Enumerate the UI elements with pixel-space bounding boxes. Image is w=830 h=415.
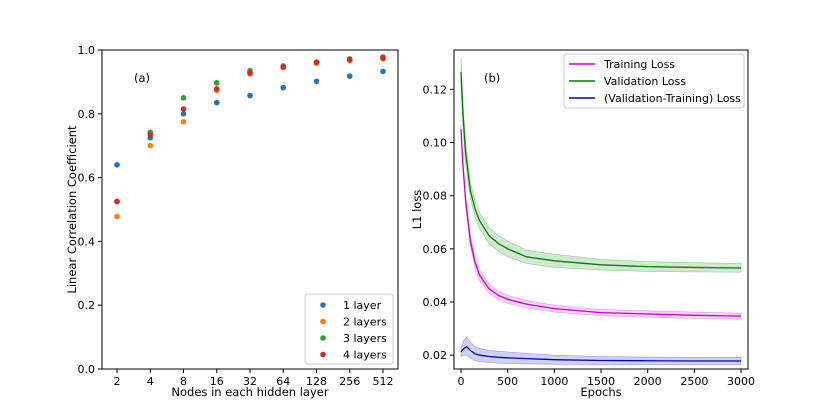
panel-a-legend-label: 3 layers [343,332,387,345]
panel-a-point [380,55,386,61]
panel-b-xtick-label: 500 [497,375,518,388]
panel-a-xtick-label: 2 [114,375,121,388]
panel-a-legend: 1 layer 2 layers 3 layers 4 layers [304,293,394,365]
panel-a-legend-label: 4 layers [343,349,387,362]
panel-a-xtick-label: 128 [306,375,327,388]
panel-a: 2 4 8 16 32 64 128 256 512 0.0 0.2 0.4 0.6 0.8 1.0 (a)… [65,44,399,399]
panel-b-series-line [460,129,742,317]
panel-a-ytick-label: 0.0 [78,363,96,376]
panel-a-legend-marker [320,335,326,341]
panel-b-series-line [460,346,741,362]
panel-b-band [460,336,742,366]
panel-a-point [114,213,120,220]
panel-a-xtick-label: 8 [180,375,187,388]
panel-a-xtick-label: 16 [210,375,224,388]
panel-b-legend: Training Loss Validation Loss (Validation-… [563,53,745,109]
panel-a-xtick-label: 4 [147,375,154,388]
panel-b-annotation: (b) [484,71,500,85]
panel-a-ytick-label: 0.4 [78,235,96,248]
panel-a-point [313,78,320,85]
panel-b-series-line [460,72,742,269]
panel-b-lines [460,72,742,362]
panel-b-ytick-label: 0.10 [423,137,448,150]
panel-b-legend-label: (Validation-Training) Loss [604,92,741,105]
panel-a-point [114,162,120,168]
panel-a-point [147,131,154,138]
panel-a-point [313,59,320,65]
panel-a-annotation: (a) [134,71,150,85]
panel-b-xtick-label: 1000 [540,375,568,388]
panel-a-xtick-label: 256 [339,375,360,388]
panel-b-ticks: 0 500 1000 1500 2000 2500 3000 0.02 0.04 0.06 0.08… [423,83,756,388]
panel-b-ytick-label: 0.08 [423,190,448,203]
panel-a-point [213,80,220,86]
panel-b-xtick-label: 0 [458,375,465,388]
panel-a-point [247,70,253,76]
panel-a-point [280,84,287,91]
panel-b-xtick-label: 2500 [680,375,708,388]
panel-b-ylabel: L1 loss [410,190,424,230]
panel-b-ytick-label: 0.06 [423,243,448,256]
panel-a-points [114,54,386,220]
panel-a-ytick-label: 0.6 [78,172,96,185]
panel-b-legend-items: Training Loss Validation Loss (Validation-… [569,58,741,105]
panel-a-ytick-label: 0.2 [78,299,96,312]
panel-a-xtick-label: 512 [373,375,394,388]
panel-b-xlabel: Epochs [580,385,621,399]
panel-a-point [280,64,287,70]
panel-a-point [180,95,187,101]
panel-b: 0 500 1000 1500 2000 2500 3000 0.02 0.04 0.06 0.08… [410,49,756,399]
panel-a-legend-label: 1 layer [343,299,382,312]
panel-a-legend-marker [320,351,326,358]
panel-a-point [213,86,220,92]
panel-a-point [180,118,187,125]
panel-b-band [460,57,742,273]
panel-a-point [114,198,120,205]
panel-b-legend-frame [563,53,745,109]
panel-a-ylabel: Linear Correlation Coefficient [65,125,79,294]
panel-a-xtick-label: 32 [243,375,257,388]
panel-a-legend-marker [320,318,326,325]
panel-a-point [180,111,187,117]
panel-a-point [346,56,353,63]
panel-a-point [346,73,353,79]
panel-b-xtick-label: 1500 [587,375,615,388]
panel-a-legend-items: 1 layer 2 layers 3 layers 4 layers [320,299,387,362]
panel-a-xtick-label: 64 [276,375,290,388]
panel-a-legend-frame [304,293,394,365]
panel-a-point [213,99,220,106]
panel-a-legend-marker [320,302,326,308]
panel-a-point [180,106,187,112]
panel-b-xtick-label: 3000 [727,375,755,388]
panel-b-band [460,123,742,320]
panel-b-ytick-label: 0.02 [423,349,448,362]
panel-a-ytick-label: 0.8 [78,108,96,121]
panel-b-legend-label: Training Loss [603,58,675,71]
panel-a-xlabel: Nodes in each hidden layer [171,385,328,399]
panel-b-xtick-label: 2000 [634,375,662,388]
panel-b-legend-label: Validation Loss [604,75,686,88]
panel-a-point [247,92,253,99]
panel-a-ticks: 2 4 8 16 32 64 128 256 512 0.0 0.2 0.4 0.6 0.8 1.0 [78,44,394,388]
panel-a-point [380,68,386,75]
panel-a-ytick-label: 1.0 [78,44,96,57]
panel-a-point [147,142,154,149]
panel-a-legend-label: 2 layers [343,316,387,329]
panel-b-bands [460,57,742,366]
panel-b-ytick-label: 0.04 [423,296,448,309]
panel-b-ytick-label: 0.12 [423,83,448,96]
